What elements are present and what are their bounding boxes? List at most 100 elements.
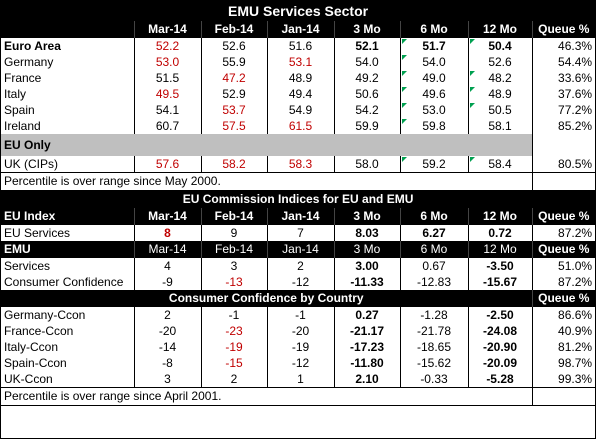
header-6mo: 6 Mo xyxy=(399,21,468,38)
cell: 61.5 xyxy=(266,118,334,134)
table-row: France 51.5 47.2 48.9 49.2 49.0 48.2 33.… xyxy=(1,70,595,86)
cell: 52.9 xyxy=(200,86,267,102)
header-6mo: 6 Mo xyxy=(399,208,468,225)
cell: 51.6 xyxy=(266,38,334,54)
eu-only-band: EU Only xyxy=(1,134,595,156)
note-blank xyxy=(531,172,595,191)
cell: 52.1 xyxy=(333,38,400,54)
cell: 0.27 xyxy=(333,307,400,323)
row-label: Consumer Confidence xyxy=(4,275,124,289)
note-row: Percentile is over range since April 200… xyxy=(1,387,595,406)
header-queue: Queue % xyxy=(531,241,595,258)
table-row: Spain 54.1 53.7 54.9 54.2 53.0 50.5 77.2… xyxy=(1,102,595,118)
cell: -14 xyxy=(133,339,201,355)
cell: 3 xyxy=(133,371,201,388)
cell: 2.10 xyxy=(333,371,400,388)
cell: -19 xyxy=(266,339,334,355)
cell: 54.4% xyxy=(531,54,595,70)
cell: 4 xyxy=(133,258,201,274)
header-12mo: 12 Mo xyxy=(467,208,532,225)
cell: 8.03 xyxy=(333,225,400,241)
cell: 54.2 xyxy=(333,102,400,118)
cell: 49.4 xyxy=(266,86,334,102)
cell: -18.65 xyxy=(399,339,468,355)
cell: 33.6% xyxy=(531,70,595,86)
cell: 50.4 xyxy=(467,38,532,54)
cell: 54.0 xyxy=(399,54,468,70)
cell: 54.1 xyxy=(133,102,201,118)
cell: -24.08 xyxy=(467,323,532,339)
header-queue: Queue % xyxy=(531,21,595,38)
header-label: EU Index xyxy=(1,208,134,225)
cell: 0.72 xyxy=(467,225,532,241)
header-12mo: 12 Mo xyxy=(467,241,532,258)
header-12mo: 12 Mo xyxy=(467,21,532,38)
cell: 58.1 xyxy=(467,118,532,134)
header-jan14: Jan-14 xyxy=(266,21,334,38)
cell: 7 xyxy=(266,225,334,241)
cell: 60.7 xyxy=(133,118,201,134)
cell: -20.90 xyxy=(467,339,532,355)
note-blank xyxy=(531,387,595,406)
cell: -12 xyxy=(266,355,334,371)
table-title: EMU Services Sector xyxy=(1,1,595,21)
cell: 52.6 xyxy=(467,54,532,70)
cell: 2 xyxy=(133,307,201,323)
cell: -20 xyxy=(266,323,334,339)
header-6mo: 6 Mo xyxy=(399,241,468,258)
cell: 52.6 xyxy=(200,38,267,54)
cell: -5.28 xyxy=(467,371,532,388)
table-row: EU Services 8 9 7 8.03 6.27 0.72 87.2% xyxy=(1,225,595,241)
cell: -21.78 xyxy=(399,323,468,339)
cell: -9 xyxy=(133,274,201,290)
eu-index-header-row: EU Index Mar-14 Feb-14 Jan-14 3 Mo 6 Mo … xyxy=(1,208,595,225)
cell: 49.6 xyxy=(399,86,468,102)
cell: -19 xyxy=(200,339,267,355)
row-label: UK (CIPs) xyxy=(4,157,58,171)
cell: 57.6 xyxy=(133,156,201,173)
cell: 37.6% xyxy=(531,86,595,102)
cell: -12 xyxy=(266,274,334,290)
cell: 58.4 xyxy=(467,156,532,173)
cell: 87.2% xyxy=(531,274,595,290)
cell: 9 xyxy=(200,225,267,241)
cell: 58.2 xyxy=(200,156,267,173)
cell: 53.1 xyxy=(266,54,334,70)
table-row: Germany-Ccon 2 -1 -1 0.27 -1.28 -2.50 86… xyxy=(1,307,595,323)
table-row: France-Ccon -20 -23 -20 -21.17 -21.78 -2… xyxy=(1,323,595,339)
cell: -3.50 xyxy=(467,258,532,274)
cell: -20.09 xyxy=(467,355,532,371)
cell: -12.83 xyxy=(399,274,468,290)
cell: 2 xyxy=(200,371,267,388)
cell: 40.9% xyxy=(531,323,595,339)
cell: 54.9 xyxy=(266,102,334,118)
row-label: Germany-Ccon xyxy=(4,308,86,322)
cell: 59.8 xyxy=(399,118,468,134)
cell: 57.5 xyxy=(200,118,267,134)
table-row: Ireland 60.7 57.5 61.5 59.9 59.8 58.1 85… xyxy=(1,118,595,134)
cell: 48.2 xyxy=(467,70,532,86)
cell: 51.7 xyxy=(399,38,468,54)
data-table: EMU Services Sector Mar-14 Feb-14 Jan-14… xyxy=(1,1,595,406)
row-label: France-Ccon xyxy=(4,324,74,338)
header-feb14: Feb-14 xyxy=(200,21,267,38)
cell: 0.67 xyxy=(399,258,468,274)
cell: 86.6% xyxy=(531,307,595,323)
cell: 48.9 xyxy=(266,70,334,86)
header-label: EMU xyxy=(1,241,134,258)
eu-only-label: EU Only xyxy=(1,134,134,156)
cell: -1 xyxy=(200,307,267,323)
row-label: Germany xyxy=(4,55,54,69)
section3-title: Consumer Confidence by Country xyxy=(1,290,532,307)
cell: 77.2% xyxy=(531,102,595,118)
cell: -11.33 xyxy=(333,274,400,290)
cell: -20 xyxy=(133,323,201,339)
header-jan14: Jan-14 xyxy=(266,208,334,225)
cell: -17.23 xyxy=(333,339,400,355)
table-row: Euro Area 52.2 52.6 51.6 52.1 51.7 50.4 … xyxy=(1,38,595,54)
cell: -1 xyxy=(266,307,334,323)
table-row: Consumer Confidence -9 -13 -12 -11.33 -1… xyxy=(1,274,595,290)
footnote: Percentile is over range since May 2000. xyxy=(1,172,532,191)
cell: 53.0 xyxy=(133,54,201,70)
